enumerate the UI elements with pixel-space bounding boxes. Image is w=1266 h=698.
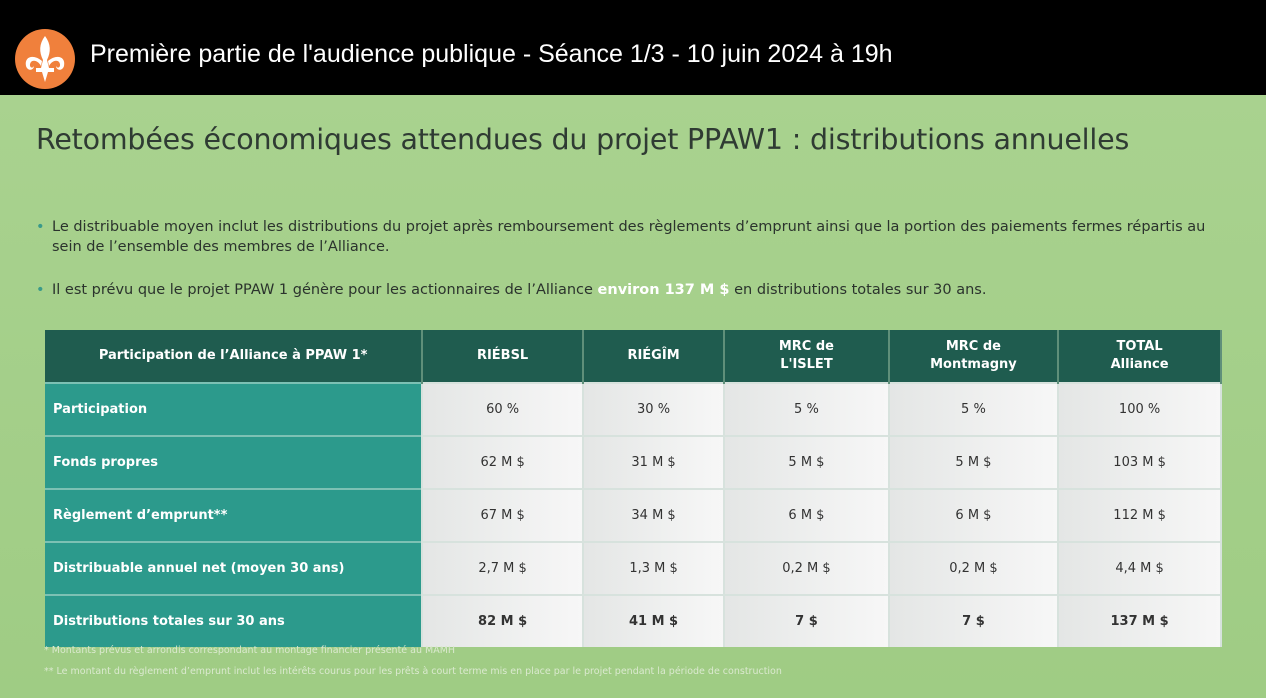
- table-row: Règlement d’emprunt**67 M $34 M $6 M $6 …: [45, 489, 1221, 542]
- column-header: RIÉGÎM: [583, 330, 724, 383]
- table-cell: 0,2 M $: [724, 542, 889, 595]
- table-cell: 82 M $: [422, 595, 583, 647]
- row-header: Distributions totales sur 30 ans: [45, 595, 422, 647]
- table-cell: 112 M $: [1058, 489, 1221, 542]
- table-cell: 5 M $: [889, 436, 1058, 489]
- table-cell: 5 %: [724, 383, 889, 436]
- table-cell: 41 M $: [583, 595, 724, 647]
- table-cell: 4,4 M $: [1058, 542, 1221, 595]
- bullet: Le distribuable moyen inclut les distrib…: [36, 217, 1216, 257]
- table-row: Distribuable annuel net (moyen 30 ans)2,…: [45, 542, 1221, 595]
- table-cell: 2,7 M $: [422, 542, 583, 595]
- table-cell: 137 M $: [1058, 595, 1221, 647]
- highlight: environ 137 M $: [598, 282, 730, 298]
- row-header: Participation: [45, 383, 422, 436]
- slide-title: Retombées économiques attendues du proje…: [36, 123, 1129, 156]
- table-cell: 31 M $: [583, 436, 724, 489]
- bullet-text: en distributions totales sur 30 ans.: [734, 282, 986, 298]
- column-header: TOTAL Alliance: [1058, 330, 1221, 383]
- table-cell: 100 %: [1058, 383, 1221, 436]
- table-cell: 0,2 M $: [889, 542, 1058, 595]
- table-cell: 5 M $: [724, 436, 889, 489]
- table-cell: 5 %: [889, 383, 1058, 436]
- table: Participation de l’Alliance à PPAW 1*RIÉ…: [45, 330, 1222, 647]
- table-cell: 67 M $: [422, 489, 583, 542]
- table-cell: 60 %: [422, 383, 583, 436]
- channel-logo[interactable]: [14, 28, 76, 90]
- bullet: Il est prévu que le projet PPAW 1 génère…: [36, 280, 1216, 300]
- table-cell: 6 M $: [889, 489, 1058, 542]
- table-cell: 103 M $: [1058, 436, 1221, 489]
- video-title: Première partie de l'audience publique -…: [90, 40, 893, 69]
- header-row: Participation de l’Alliance à PPAW 1*RIÉ…: [45, 330, 1221, 383]
- table-cell: 62 M $: [422, 436, 583, 489]
- column-header: Participation de l’Alliance à PPAW 1*: [45, 330, 422, 383]
- table-cell: 7 $: [889, 595, 1058, 647]
- video-header: Première partie de l'audience publique -…: [0, 0, 1266, 95]
- screen: {"header": {"title": "Première partie de…: [0, 0, 1266, 698]
- slide: Retombées économiques attendues du proje…: [0, 95, 1266, 698]
- row-header: Règlement d’emprunt**: [45, 489, 422, 542]
- footnote: * Montants prévus et arrondis correspond…: [44, 645, 455, 656]
- bullet-text: Il est prévu que le projet PPAW 1 génère…: [52, 282, 593, 298]
- table-cell: 34 M $: [583, 489, 724, 542]
- row-header: Fonds propres: [45, 436, 422, 489]
- table-cell: 7 $: [724, 595, 889, 647]
- row-header: Distribuable annuel net (moyen 30 ans): [45, 542, 422, 595]
- table-cell: 6 M $: [724, 489, 889, 542]
- table-cell: 1,3 M $: [583, 542, 724, 595]
- column-header: MRC de Montmagny: [889, 330, 1058, 383]
- footnote: ** Le montant du règlement d’emprunt inc…: [44, 666, 782, 677]
- table-cell: 30 %: [583, 383, 724, 436]
- column-header: RIÉBSL: [422, 330, 583, 383]
- column-header: MRC de L'ISLET: [724, 330, 889, 383]
